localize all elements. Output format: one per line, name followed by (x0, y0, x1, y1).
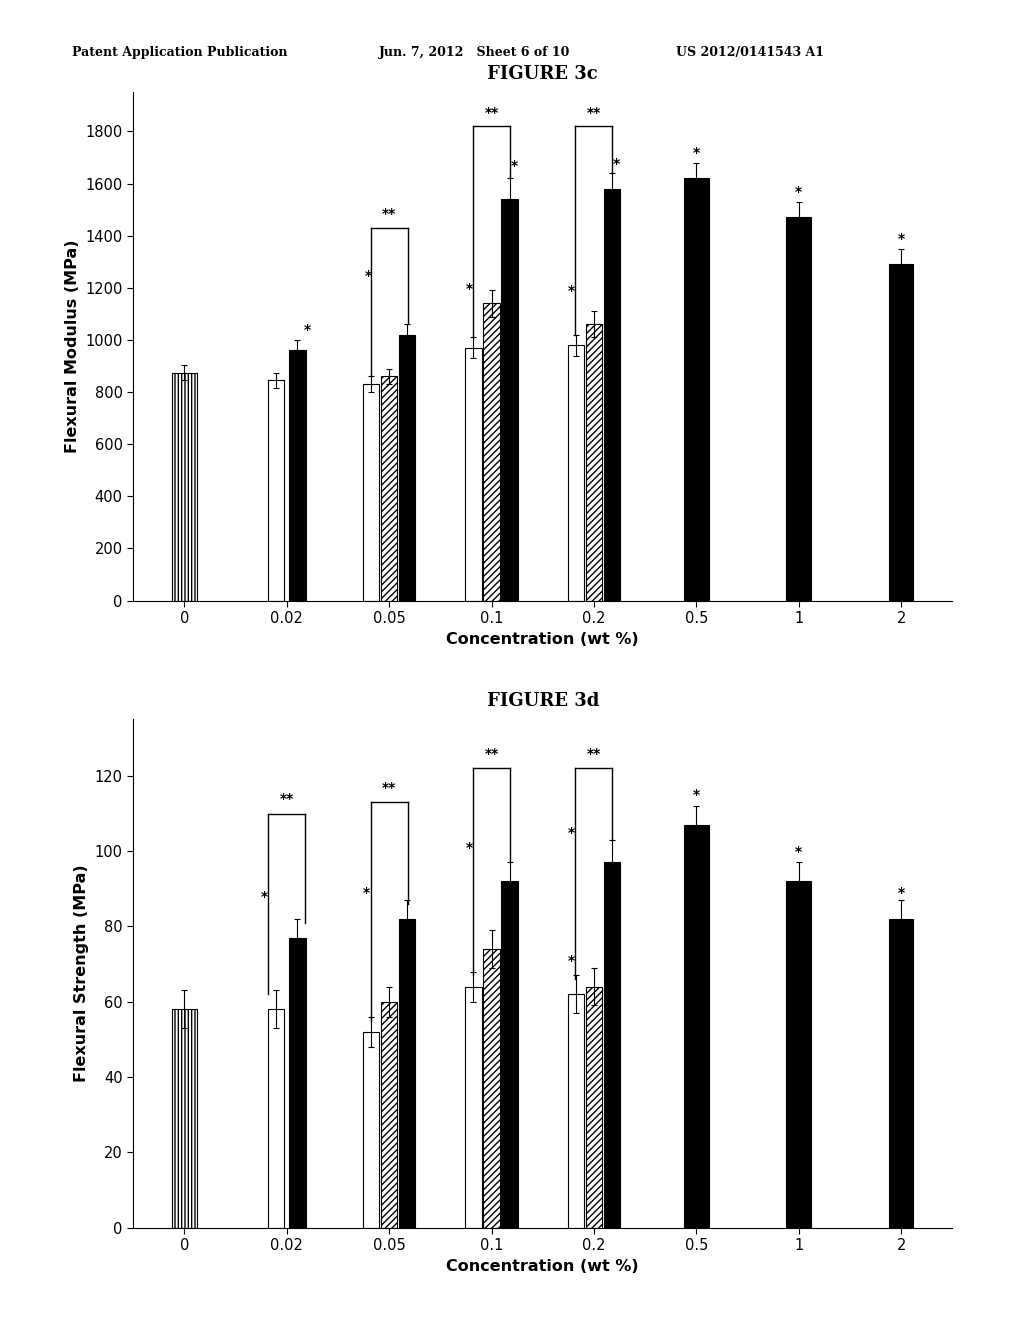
Bar (268, 380, 285, 601)
Bar (567, 346, 584, 601)
Bar (381, 376, 397, 601)
Bar (172, 372, 197, 601)
Bar (684, 825, 709, 1228)
Text: *: * (366, 269, 372, 282)
Title: FIGURE 3c: FIGURE 3c (487, 65, 598, 83)
Bar (786, 882, 811, 1228)
Bar (289, 937, 305, 1228)
Bar (399, 335, 416, 601)
Text: *: * (693, 788, 699, 803)
Bar (381, 1002, 397, 1228)
Text: *: * (568, 284, 574, 298)
Text: *: * (261, 890, 267, 904)
Text: *: * (568, 826, 574, 840)
Text: *: * (511, 160, 517, 173)
Bar (889, 919, 913, 1228)
Bar (465, 347, 481, 601)
Bar (483, 304, 500, 601)
Bar (586, 325, 602, 601)
Bar (289, 350, 305, 601)
Y-axis label: Flexural Strength (MPa): Flexural Strength (MPa) (74, 865, 89, 1082)
Bar (399, 919, 416, 1228)
Text: *: * (466, 841, 472, 855)
Text: **: ** (587, 106, 601, 120)
Text: *: * (364, 886, 370, 900)
Bar (604, 862, 621, 1228)
Text: *: * (568, 954, 574, 968)
Text: **: ** (587, 747, 601, 760)
Text: *: * (898, 886, 904, 900)
Text: *: * (796, 845, 802, 859)
Text: **: ** (484, 106, 499, 120)
Text: **: ** (484, 747, 499, 760)
Bar (604, 189, 621, 601)
Y-axis label: Flexural Modulus (MPa): Flexural Modulus (MPa) (65, 240, 80, 453)
Text: **: ** (382, 207, 396, 222)
Bar (786, 218, 811, 601)
Bar (172, 1010, 197, 1228)
Text: *: * (693, 147, 699, 160)
Text: US 2012/0141543 A1: US 2012/0141543 A1 (676, 46, 824, 59)
Text: Jun. 7, 2012   Sheet 6 of 10: Jun. 7, 2012 Sheet 6 of 10 (379, 46, 570, 59)
Bar (502, 882, 518, 1228)
Title: FIGURE 3d: FIGURE 3d (486, 692, 599, 710)
Text: *: * (466, 281, 472, 296)
Text: *: * (796, 185, 802, 199)
Text: *: * (613, 157, 620, 170)
Bar (586, 986, 602, 1228)
Bar (684, 178, 709, 601)
X-axis label: Concentration (wt %): Concentration (wt %) (446, 631, 639, 647)
Bar (502, 199, 518, 601)
Text: **: ** (689, 920, 703, 935)
Bar (483, 949, 500, 1228)
Bar (465, 986, 481, 1228)
Text: **: ** (280, 792, 294, 807)
Bar (268, 1010, 285, 1228)
Text: *: * (304, 323, 310, 338)
Bar (362, 1032, 379, 1228)
Bar (889, 264, 913, 601)
Bar (567, 994, 584, 1228)
Text: *: * (898, 232, 904, 246)
Bar (362, 384, 379, 601)
Text: Patent Application Publication: Patent Application Publication (72, 46, 287, 59)
X-axis label: Concentration (wt %): Concentration (wt %) (446, 1258, 639, 1274)
Text: **: ** (382, 780, 396, 795)
